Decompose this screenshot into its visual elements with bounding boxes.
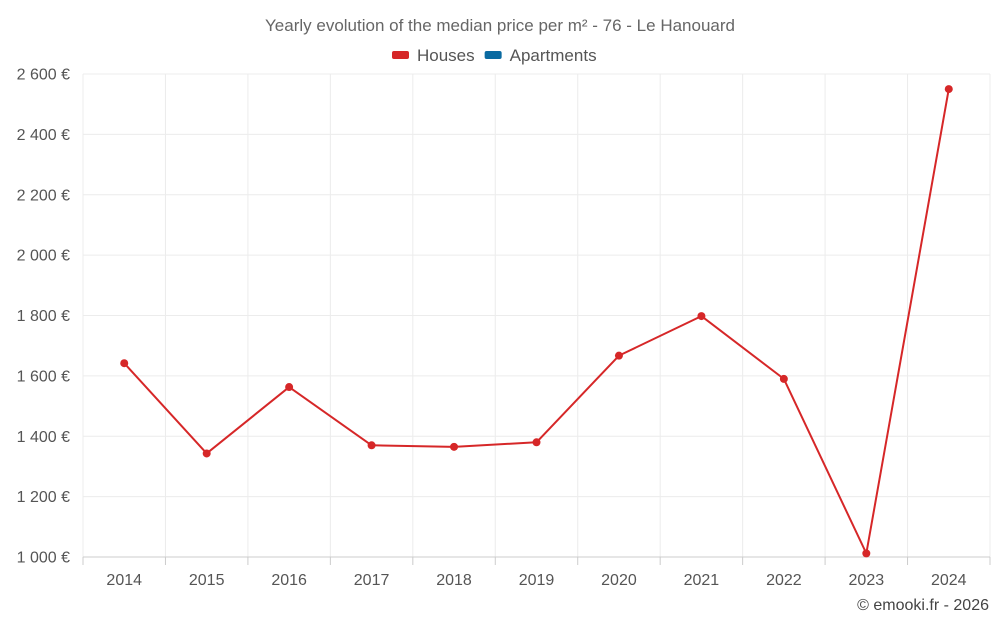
series-group [120, 85, 953, 558]
legend-swatch [484, 51, 502, 59]
y-tick-label: 1 400 € [17, 429, 70, 446]
y-tick-label: 2 400 € [17, 127, 70, 144]
x-tick-label: 2021 [684, 572, 720, 589]
data-point [367, 441, 376, 450]
x-tick-label: 2024 [931, 572, 967, 589]
legend-item-apartments: Apartments [484, 46, 597, 65]
y-tick-label: 1 800 € [17, 308, 70, 325]
data-point [614, 351, 623, 360]
y-tick-label: 1 200 € [17, 489, 70, 506]
data-point [202, 449, 211, 458]
legend: Houses Apartments [392, 46, 597, 65]
x-tick-label: 2014 [106, 572, 142, 589]
data-point [697, 312, 706, 321]
x-tick-label: 2023 [849, 572, 885, 589]
x-tick-label: 2022 [766, 572, 802, 589]
data-point [862, 549, 871, 558]
x-tick-label: 2018 [436, 572, 472, 589]
chart-title: Yearly evolution of the median price per… [265, 16, 735, 35]
x-tick-label: 2017 [354, 572, 390, 589]
data-point [285, 383, 294, 392]
x-tick-label: 2019 [519, 572, 555, 589]
grid [82, 73, 991, 557]
y-tick-label: 1 000 € [17, 550, 70, 567]
legend-swatch [392, 51, 409, 59]
data-point [120, 359, 129, 368]
data-point [450, 442, 459, 451]
y-tick-label: 2 200 € [17, 187, 70, 204]
data-point [944, 85, 953, 94]
legend-label: Apartments [510, 46, 597, 65]
x-tick-label: 2016 [271, 572, 307, 589]
legend-item-houses: Houses [392, 46, 475, 65]
y-tick-label: 2 600 € [17, 67, 70, 84]
data-point [532, 438, 541, 447]
y-tick-label: 2 000 € [17, 248, 70, 265]
y-tick-label: 1 600 € [17, 368, 70, 385]
x-tick-label: 2020 [601, 572, 637, 589]
data-point [779, 374, 788, 383]
x-tick-label: 2015 [189, 572, 225, 589]
legend-label: Houses [417, 46, 475, 65]
axes: 1 000 € 1 200 € 1 400 € 1 600 € 1 800 € 2 000… [17, 67, 991, 589]
credit-text: © emooki.fr - 2026 [857, 597, 989, 614]
